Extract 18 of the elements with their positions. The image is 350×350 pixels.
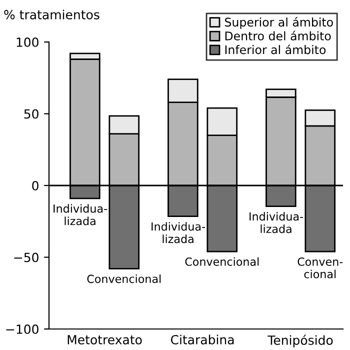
x-tick-label: Convencional xyxy=(185,257,259,266)
y-axis-title: % tratamientos xyxy=(4,10,100,20)
x-tick-label: Individua- lizada xyxy=(54,204,108,226)
y-tick-label: −50 xyxy=(14,252,38,262)
x-tick-label: Convencional xyxy=(87,274,161,284)
legend-label: Superior al ámbito xyxy=(225,17,333,29)
y-tick-label: −100 xyxy=(6,324,38,334)
y-tick-label: 100 xyxy=(16,37,38,47)
x-tick-label: Individua- lizada xyxy=(152,222,206,244)
y-tick-label: 0 xyxy=(32,180,38,190)
legend-label: Inferior al ámbito xyxy=(225,44,326,54)
text: Metotrexato xyxy=(68,335,142,344)
x-tick-label: Conven- cional xyxy=(298,257,343,278)
y-tick-label: 50 xyxy=(24,109,38,119)
text: Tenipósido xyxy=(268,334,333,348)
legend-label: Dentro del ámbito xyxy=(225,30,331,40)
text: Citarabina xyxy=(170,334,234,344)
x-tick-label: Individua- lizada xyxy=(250,212,304,234)
